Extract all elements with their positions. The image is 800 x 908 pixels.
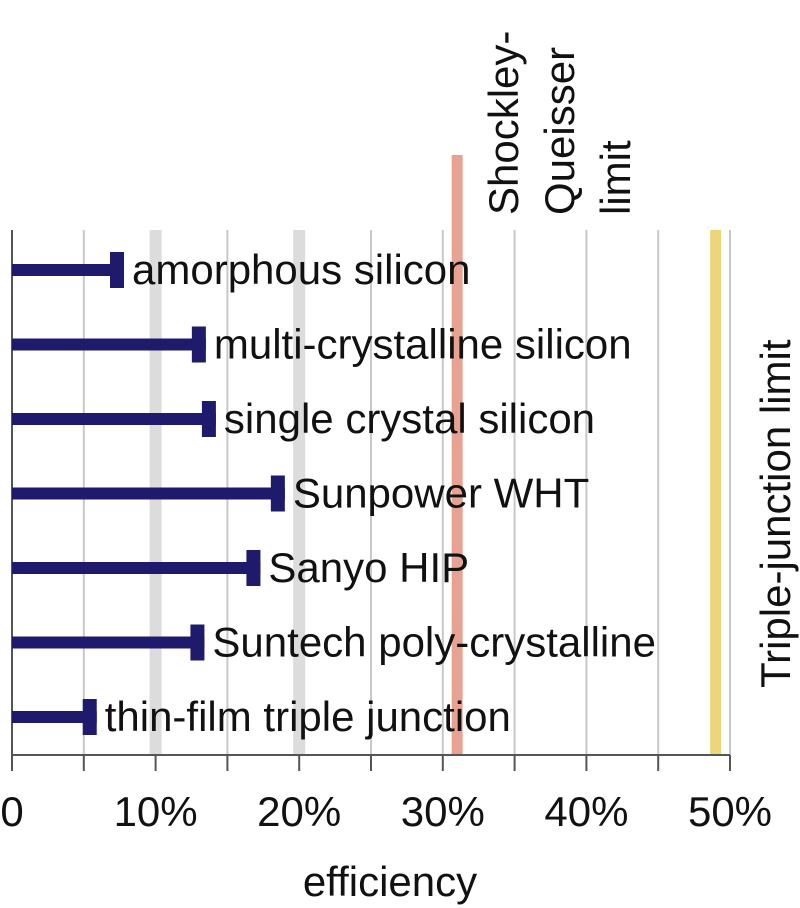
limit-label-line: Shockley- <box>480 31 527 215</box>
bar-end-cap <box>201 401 216 437</box>
shockley-queisser-label: Shockley- Queisser limit <box>480 31 639 215</box>
bar-label: multi-crystalline silicon <box>214 321 632 368</box>
limit-lines <box>451 155 722 755</box>
bar-end-cap <box>190 624 205 661</box>
bar <box>12 636 205 649</box>
bar-label: Sunpower WHT <box>293 470 589 517</box>
x-tick-label: 50% <box>688 788 772 835</box>
limit-labels: Shockley- Queisser limit Triple-junction li… <box>480 31 799 688</box>
bar-label: Sanyo HIP <box>268 544 469 591</box>
bar <box>12 264 125 276</box>
bar <box>12 487 285 500</box>
bar-label: Suntech poly-crystalline <box>212 619 656 666</box>
bar <box>12 338 206 351</box>
x-tick-label: 20% <box>257 788 341 835</box>
bar-label: thin-film triple junction <box>105 693 511 740</box>
limit-label-line: Queisser <box>536 47 583 215</box>
triple-junction-label: Triple-junction limit <box>752 339 799 688</box>
grid-lines <box>82 230 731 755</box>
x-tick-labels: 0 10% 20% 30% 40% 50% <box>0 788 772 835</box>
limit-label-line: limit <box>592 140 639 215</box>
x-tick-label: 40% <box>544 788 628 835</box>
bar-end-cap <box>270 475 285 512</box>
bar-labels: amorphous silicon multi-crystalline silic… <box>105 246 656 740</box>
x-tick-label: 0 <box>0 788 23 835</box>
bar-label: single crystal silicon <box>224 395 595 442</box>
bar-end-cap <box>191 326 206 363</box>
bar-label: amorphous silicon <box>132 246 471 293</box>
bars <box>12 252 285 735</box>
bar <box>12 711 97 723</box>
bar <box>12 562 261 574</box>
bar-end-cap <box>82 699 97 735</box>
limit-label-line: Triple-junction limit <box>752 339 799 688</box>
bar-end-cap <box>110 252 125 288</box>
x-tick-label: 10% <box>114 788 198 835</box>
x-axis-title: efficiency <box>303 858 477 905</box>
x-tick-label: 30% <box>401 788 485 835</box>
bar <box>12 413 216 425</box>
bar-end-cap <box>246 550 261 586</box>
